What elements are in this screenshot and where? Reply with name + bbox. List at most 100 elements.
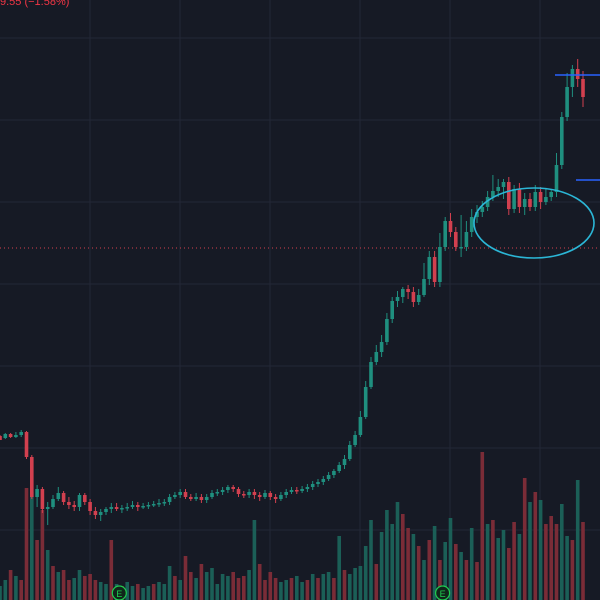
candle-body: [310, 484, 315, 487]
candle-body: [549, 192, 553, 197]
candle-body: [464, 232, 469, 247]
candle-body: [35, 489, 39, 497]
candle-body: [469, 217, 474, 232]
candle-body: [332, 471, 336, 475]
candle-body: [321, 479, 326, 482]
volume-bar: [226, 576, 230, 600]
candle-body: [0, 436, 2, 440]
candle-body: [257, 495, 262, 497]
volume-bar: [67, 580, 71, 600]
candle-body: [459, 247, 463, 249]
candle-body: [326, 475, 331, 479]
volume-bar: [485, 524, 490, 600]
candle-body: [427, 257, 432, 279]
volume-bar: [252, 520, 257, 600]
volume-bar: [512, 522, 516, 600]
candle-body: [575, 69, 580, 79]
candle-body: [538, 192, 543, 202]
volume-bar: [0, 586, 2, 600]
volume-bar: [337, 536, 341, 600]
volume-bar: [183, 556, 188, 600]
volume-bar: [40, 510, 45, 600]
volume-bar: [533, 492, 538, 600]
candle-body: [379, 342, 384, 352]
candle-body: [348, 445, 352, 459]
candle-body: [3, 434, 8, 438]
candle-body: [454, 232, 458, 247]
candle-body: [533, 192, 538, 207]
earnings-marker-label: E: [116, 589, 122, 599]
volume-bar: [517, 534, 522, 600]
candle-body: [480, 207, 485, 212]
volume-bar: [321, 574, 326, 600]
volume-bar: [522, 478, 527, 600]
volume-bar: [443, 542, 447, 600]
volume-bar: [72, 578, 76, 600]
volume-bar: [411, 534, 416, 600]
volume-bar: [109, 540, 114, 600]
volume-bar: [549, 516, 553, 600]
candle-body: [443, 221, 447, 247]
volume-bar: [295, 576, 299, 600]
candle-body: [316, 482, 320, 484]
candle-body: [162, 502, 167, 504]
volume-bar: [146, 586, 151, 600]
candle-body: [210, 493, 214, 497]
volume-bar: [507, 548, 511, 600]
volume-bar: [379, 532, 384, 600]
candle-body: [120, 508, 124, 510]
candle-body: [215, 492, 220, 494]
candle-body: [67, 502, 71, 505]
volume-bar: [369, 520, 373, 600]
volume-bar: [448, 518, 453, 600]
volume-bar: [215, 584, 220, 600]
volume-bar: [30, 492, 34, 600]
volume-bar: [538, 500, 543, 600]
price-change-label: 9.55 (−1.58%): [0, 0, 70, 8]
candle-body: [565, 87, 569, 117]
candle-body: [517, 189, 522, 207]
candle-body: [167, 497, 172, 502]
volume-bar: [77, 570, 82, 600]
candle-body: [194, 497, 198, 499]
volume-bar: [565, 536, 569, 600]
candle-body: [475, 212, 479, 217]
candle-body: [273, 497, 278, 499]
candle-body: [83, 495, 87, 502]
candle-body: [51, 499, 55, 507]
volume-bar: [136, 584, 140, 600]
candle-body: [199, 497, 204, 500]
candle-body: [104, 509, 108, 512]
volume-bar: [189, 572, 193, 600]
volume-bar: [83, 576, 87, 600]
volume-bar: [332, 578, 336, 600]
candle-body: [528, 199, 532, 207]
volume-bar: [157, 582, 161, 600]
volume-bar: [342, 570, 347, 600]
volume-bar: [45, 550, 50, 600]
volume-bar: [501, 530, 506, 600]
volume-bar: [51, 566, 55, 600]
volume-bar: [300, 582, 304, 600]
candle-body: [247, 492, 251, 495]
candle-body: [88, 502, 92, 511]
candle-body: [98, 512, 103, 515]
candle-body: [295, 490, 299, 492]
volume-bar: [422, 560, 426, 600]
volume-bar: [130, 586, 135, 600]
volume-bar: [88, 574, 92, 600]
candle-body: [226, 487, 230, 490]
volume-bar: [199, 564, 204, 600]
candle-body: [93, 511, 98, 515]
volume-bar: [98, 582, 103, 600]
volume-bar: [231, 572, 235, 600]
volume-bar: [204, 572, 209, 600]
volume-bar: [554, 524, 559, 600]
candle-body: [422, 279, 426, 295]
candle-body: [19, 432, 23, 435]
candle-body: [236, 489, 241, 494]
candle-body: [173, 495, 177, 497]
volume-bar: [560, 504, 564, 600]
